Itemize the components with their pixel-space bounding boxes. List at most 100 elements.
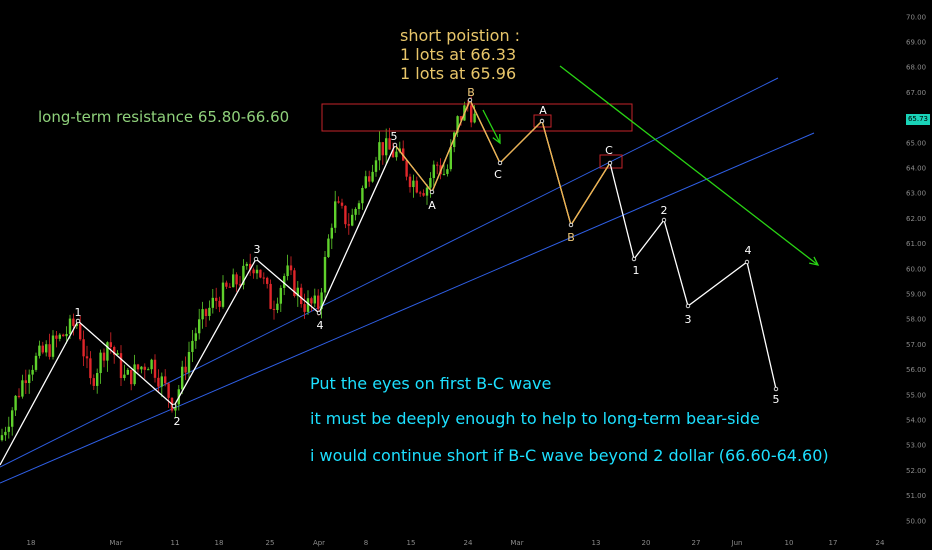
candle-body [425, 187, 429, 196]
wave-node [631, 256, 637, 262]
candle-body [259, 269, 262, 278]
candle-body [385, 138, 388, 156]
x-tick-label: 18 [27, 539, 36, 547]
channel-upper-line [0, 77, 779, 468]
candle-body [238, 284, 242, 286]
candle-body [225, 282, 228, 287]
candle-body [150, 359, 153, 370]
wave-label-correction: B [467, 86, 475, 99]
wave-node [661, 217, 667, 223]
y-tick-label: 67.00 [906, 89, 926, 97]
candle-body [242, 265, 245, 285]
candle-body [7, 426, 10, 432]
resistance-note: long-term resistance 65.80-66.60 [38, 108, 290, 126]
trend-channel [0, 77, 815, 484]
x-tick-label: 27 [692, 539, 701, 547]
candle-body [92, 378, 95, 386]
candle-body [279, 287, 282, 304]
candle-body [303, 304, 306, 312]
candle-body [89, 358, 92, 379]
candle-body [340, 202, 344, 206]
y-tick-label: 65.00 [906, 139, 926, 147]
candle-body [436, 164, 439, 166]
candle-body [269, 283, 272, 309]
candle-body [143, 366, 146, 370]
candle-body [232, 274, 235, 288]
candle-body [245, 263, 248, 266]
candle-body [235, 274, 238, 285]
candle-body [119, 353, 123, 379]
candle-body [388, 138, 391, 150]
candle-body [412, 180, 415, 188]
candle-body [106, 342, 109, 361]
wave-label-impulse: 4 [317, 319, 324, 332]
candle-body [136, 364, 140, 370]
x-tick-label: 11 [171, 539, 180, 547]
candle-body [181, 366, 184, 390]
candle-body [395, 151, 398, 158]
candle-body [405, 160, 408, 177]
candle-body [456, 116, 459, 133]
candle-body [191, 340, 194, 352]
candle-body [337, 201, 340, 203]
x-tick-label: Mar [109, 539, 122, 547]
candle-body [422, 193, 425, 196]
candle-body [317, 295, 320, 310]
candle-body [351, 214, 354, 226]
candle-body [194, 333, 197, 341]
candle-body [79, 323, 82, 340]
time-axis: 18 Mar 11 18 25 Apr 8 15 24 Mar 13 20 27 Jun 10 17 24 [27, 539, 885, 547]
wave-label-projection-impulse: 5 [773, 393, 780, 406]
candle-body [408, 176, 412, 188]
candle-body [198, 319, 201, 334]
candle-body [167, 383, 170, 398]
candle-body [252, 269, 255, 274]
candle-body [334, 201, 337, 228]
y-tick-label: 70.00 [906, 13, 926, 21]
candle-body [320, 292, 323, 310]
candle-body [293, 270, 296, 296]
y-tick-label: 63.00 [906, 190, 926, 198]
position-line-2: 1 lots at 65.96 [400, 64, 517, 83]
candle-body [31, 369, 34, 375]
candle-body [266, 277, 269, 284]
candle-body [429, 177, 432, 188]
candle-body [160, 376, 163, 387]
x-tick-label: Mar [510, 539, 523, 547]
wave-label-impulse: 2 [174, 415, 181, 428]
resistance-box [321, 103, 633, 132]
wave-node [253, 256, 259, 262]
wave-label-impulse: 5 [391, 130, 398, 143]
candle-body [11, 410, 14, 427]
candle-body [330, 227, 333, 239]
bear-arrow-head [809, 256, 820, 266]
candle-body [228, 286, 231, 288]
x-tick-label: 10 [785, 539, 794, 547]
y-tick-label: 64.00 [906, 165, 926, 173]
x-tick-label: 25 [266, 539, 275, 547]
candle-body [473, 113, 476, 123]
candle-body [113, 346, 116, 355]
candle-body [201, 309, 204, 320]
x-tick-label: 8 [364, 539, 368, 547]
y-tick-label: 68.00 [906, 64, 926, 72]
candle-body [14, 395, 17, 411]
candle-body [55, 335, 58, 339]
candle-body [126, 369, 129, 375]
candle-body [221, 282, 225, 307]
wave-node [316, 310, 322, 316]
candle-body [323, 256, 327, 293]
wave-node [539, 118, 545, 124]
candle-body [96, 373, 99, 386]
y-tick-label: 61.00 [906, 240, 926, 248]
candle-body [249, 263, 252, 270]
wave-label-projection-impulse: 3 [685, 313, 692, 326]
candle-body [58, 334, 61, 339]
candle-body [272, 308, 276, 311]
candle-body [262, 277, 265, 279]
x-tick-label: Jun [731, 539, 743, 547]
candle-body [371, 171, 374, 182]
x-tick-label: 17 [829, 539, 838, 547]
